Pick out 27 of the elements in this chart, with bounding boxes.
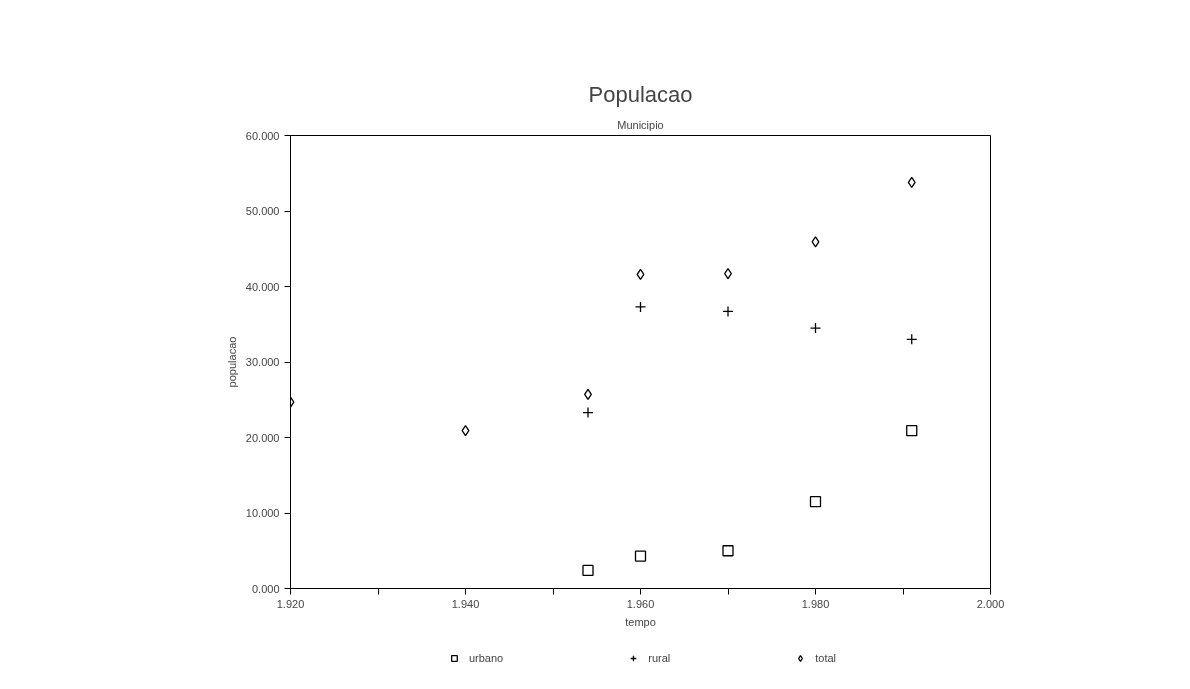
y-tick-label: 40.000 bbox=[245, 280, 280, 293]
point bbox=[907, 176, 916, 188]
point bbox=[809, 496, 822, 508]
y-axis-title: populacao bbox=[225, 336, 238, 388]
y-tick-label: 50.000 bbox=[245, 205, 280, 217]
y-tick-label: 60.000 bbox=[245, 129, 280, 142]
point bbox=[811, 236, 820, 248]
legend-label: urbano bbox=[468, 651, 504, 665]
x-axis-title: tempo bbox=[625, 615, 656, 628]
point bbox=[634, 550, 647, 562]
legend-label: rural bbox=[648, 651, 671, 665]
x-tick-label: 1.920 bbox=[276, 597, 305, 610]
y-tick-label: 10.000 bbox=[245, 507, 280, 519]
chart-subtitle: Municipio bbox=[617, 118, 664, 131]
point bbox=[582, 564, 594, 577]
legend-label: total bbox=[815, 651, 837, 665]
chart-title: Populacao bbox=[588, 81, 693, 107]
point bbox=[722, 545, 734, 557]
point bbox=[906, 425, 918, 437]
x-tick-label: 1.960 bbox=[626, 597, 655, 610]
y-tick-label: 30.000 bbox=[245, 356, 280, 368]
y-tick-label: 20.000 bbox=[245, 431, 280, 444]
x-tick-label: 2.000 bbox=[976, 597, 1005, 610]
x-tick-label: 1.940 bbox=[451, 597, 480, 610]
y-tick-label: 0.000 bbox=[251, 582, 280, 595]
point bbox=[461, 425, 470, 437]
x-tick-label: 1.980 bbox=[801, 597, 830, 610]
